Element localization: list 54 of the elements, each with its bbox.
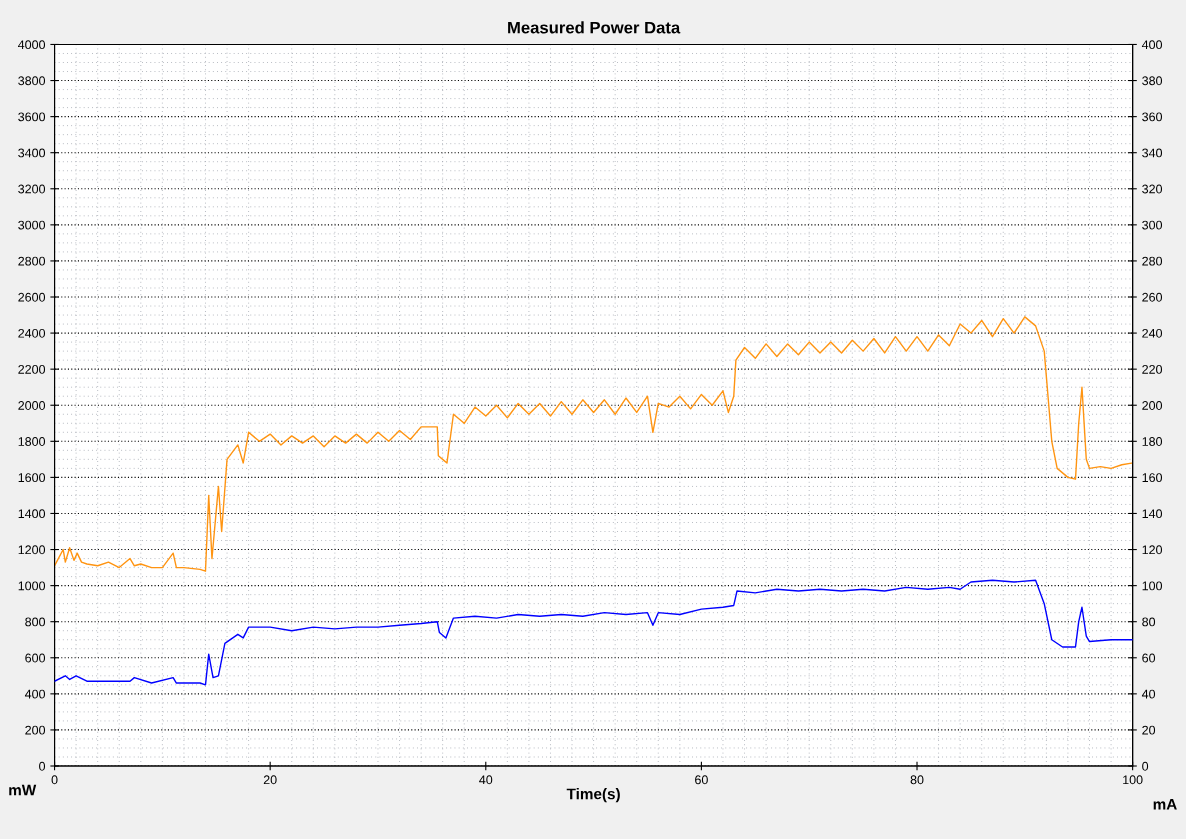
y2-tick-label: 220 xyxy=(1142,364,1163,374)
y-tick-label: 3000 xyxy=(18,220,46,230)
x-tick-label: 20 xyxy=(263,775,277,785)
y2-tick-label: 400 xyxy=(1141,40,1163,50)
y-tick-label: 3200 xyxy=(18,184,46,194)
x-tick-label: 60 xyxy=(695,775,708,785)
y-tick-label: 3600 xyxy=(18,112,46,122)
chart-title: Measured Power Data xyxy=(508,21,681,34)
y-tick-label: 0 xyxy=(39,761,46,771)
y2-tick-label: 240 xyxy=(1142,328,1163,338)
y2-tick-label: 340 xyxy=(1142,148,1163,158)
y-tick-label: 1200 xyxy=(18,545,46,555)
x-tick-label: 100 xyxy=(1123,775,1143,785)
y2-tick-label: 360 xyxy=(1142,112,1163,122)
y2-tick-label: 320 xyxy=(1142,184,1163,194)
y2-tick-label: 120 xyxy=(1142,545,1163,555)
y-tick-label: 3400 xyxy=(18,148,46,158)
y2-tick-label: 300 xyxy=(1142,220,1163,230)
y-tick-label: 1600 xyxy=(18,473,46,483)
y2-tick-label: 280 xyxy=(1142,256,1163,266)
y-tick-label: 400 xyxy=(24,689,46,699)
y-tick-label: 1800 xyxy=(18,437,46,446)
y2-axis-title: mA xyxy=(1153,799,1177,810)
line-series xyxy=(54,316,1133,572)
y2-tick-label: 200 xyxy=(1142,401,1163,410)
y2-tick-label: 60 xyxy=(1142,653,1156,663)
y2-tick-label: 80 xyxy=(1142,617,1156,627)
y-tick-label: 3800 xyxy=(18,76,46,86)
y-tick-label: 200 xyxy=(25,725,46,735)
y2-tick-label: 160 xyxy=(1142,473,1163,483)
y-axis-title: mW xyxy=(9,784,37,796)
y2-tick-label: 40 xyxy=(1141,689,1156,699)
y-tick-label: 2800 xyxy=(18,256,46,266)
y-tick-label: 800 xyxy=(25,617,46,627)
y-tick-label: 2200 xyxy=(18,364,46,374)
y-tick-label: 600 xyxy=(25,653,46,663)
y2-tick-label: 180 xyxy=(1142,437,1163,446)
y-tick-label: 2600 xyxy=(18,292,46,302)
y-tick-label: 2400 xyxy=(18,328,46,338)
y2-tick-label: 260 xyxy=(1142,292,1163,302)
x-tick-label: 80 xyxy=(910,775,924,785)
y2-tick-label: 0 xyxy=(1142,761,1149,771)
x-tick-label: 40 xyxy=(479,775,493,785)
y2-tick-label: 140 xyxy=(1142,509,1163,519)
x-axis-title: Time(s) xyxy=(566,788,620,803)
line-series xyxy=(54,579,1133,686)
y-tick-label: 2000 xyxy=(18,401,46,410)
y2-tick-label: 20 xyxy=(1142,725,1156,735)
y-tick-label: 1000 xyxy=(18,581,46,591)
y2-tick-label: 380 xyxy=(1142,76,1163,86)
y-tick-label: 4000 xyxy=(18,40,46,50)
x-tick-label: 0 xyxy=(51,775,58,785)
y2-tick-label: 100 xyxy=(1142,581,1163,591)
y-tick-label: 1400 xyxy=(18,509,46,519)
